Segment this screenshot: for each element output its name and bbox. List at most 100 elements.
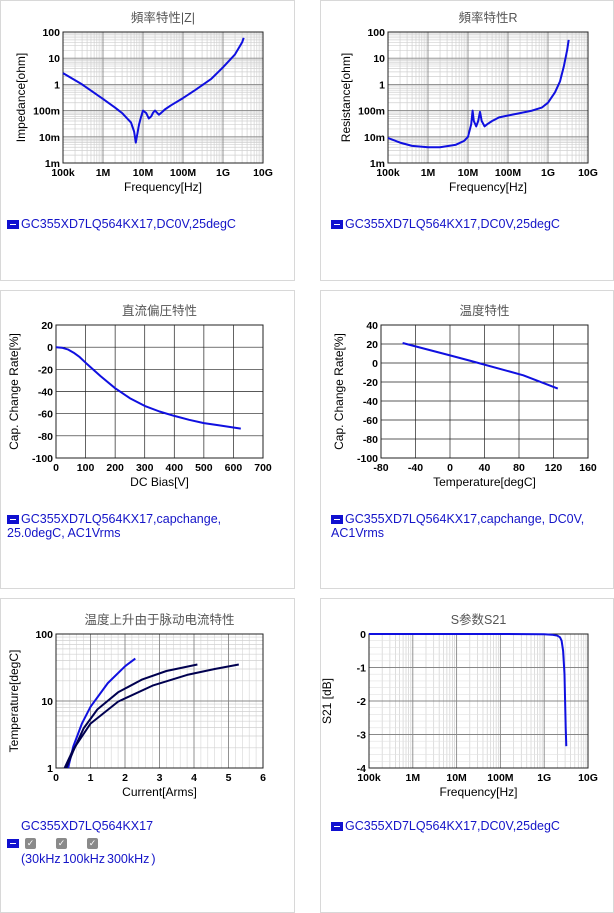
x-axis-label: DC Bias[V] [130,475,189,489]
y-axis-label: Cap. Change Rate[%] [332,333,346,450]
y-tick-label: -60 [363,415,378,427]
y-tick-label: -20 [363,377,378,389]
legend-resistance[interactable]: GC355XD7LQ564KX17,DC0V,25degC [331,217,560,231]
legend-marker-icon[interactable] [331,822,343,831]
plot-frame [387,31,589,164]
legend-marker-icon[interactable] [7,839,19,848]
chart-title: 頻率特性|Z| [131,10,195,25]
y-tick-label: 10m [364,132,385,144]
y-tick-label: 0 [360,629,366,641]
x-tick-label: 100k [357,772,381,784]
chart-title: 温度上升由于脉动电流特性 [84,612,234,627]
legend-marker-icon[interactable] [7,220,19,229]
x-tick-label: 120 [545,462,563,474]
x-tick-label: 160 [579,462,597,474]
chart-card-ripple-current: 温度上升由于脉动电流特性 0 1 2 3 4 5 6 1 10 100 Current[Arms] Te… [0,598,295,913]
legend-marker-icon[interactable] [7,515,19,524]
series-line-1 [62,37,245,144]
x-tick-label: -80 [373,462,388,474]
y-tick-label: -1 [357,663,366,675]
x-tick-label: 2 [122,772,128,784]
legend-marker-icon[interactable] [331,515,343,524]
x-tick-label: 6 [260,772,266,784]
x-tick-label: 10G [578,772,598,784]
x-tick-label: 0 [53,772,59,784]
x-axis-label: Frequency[Hz] [439,785,517,799]
plot-frame [62,31,264,164]
series-line-1 [369,633,568,747]
x-tick-label: 100k [51,167,75,179]
x-tick-label: 100M [170,167,197,179]
legend-text: GC355XD7LQ564KX17,DC0V,25degC [21,217,236,231]
y-tick-label: 40 [366,320,378,332]
x-tick-label: 1M [406,772,421,784]
freq-label-300khz: 300kHz [107,852,150,866]
y-tick-label: -100 [357,453,378,465]
y-tick-label: -3 [357,730,366,742]
y-tick-label: -60 [38,409,53,421]
y-tick-label: 10 [373,53,385,65]
y-tick-label: 10m [39,132,60,144]
series-line-1 [67,657,136,769]
y-tick-label: 100m [358,106,385,118]
legend-dc-bias[interactable]: GC355XD7LQ564KX17,capchange, 25.0degC, A… [7,512,221,540]
y-tick-label: 10 [48,53,60,65]
temperature-chart: 温度特性-80 -40 0 40 80 120 160-100-80-60-40-20020… [332,303,597,489]
x-tick-label: 1M [421,167,436,179]
y-tick-label: 1m [370,158,385,170]
freq-label-30khz: 30kHz [25,852,61,866]
y-tick-label: 1 [379,79,385,91]
x-tick-label: 10M [446,772,467,784]
x-tick-label: 1G [537,772,551,784]
y-tick-label: 0 [47,342,53,354]
y-tick-label: 0 [372,358,378,370]
x-tick-label: 300 [136,462,154,474]
legend-ripple-current: GC355XD7LQ564KX17 [21,819,153,833]
frequency-checkboxes: ✓ ✓ ✓ [25,835,118,849]
series-line-1 [55,346,241,430]
x-tick-label: 100 [77,462,95,474]
legend-impedance[interactable]: GC355XD7LQ564KX17,DC0V,25degC [7,217,236,231]
legend-text: GC355XD7LQ564KX17,capchange, DC0V, AC1Vr… [331,512,585,540]
x-axis-label: Frequency[Hz] [124,180,202,194]
s21-chart: S参数S21 100k 1M 10M 100M 1G 10G -4 -3 -2 -1 0 Frequen… [321,612,598,799]
legend-temperature[interactable]: GC355XD7LQ564KX17,capchange, DC0V, AC1Vr… [331,512,584,540]
chart-card-temperature: 温度特性 -80 -40 0 40 80 120 160 -100 -80 -60 -40 -20 0 20… [320,290,614,589]
checkbox-30khz[interactable]: ✓ [25,838,36,849]
y-axis-label: S21 [dB] [321,678,334,724]
y-tick-label: 100 [42,27,60,39]
freq-label-100khz: 100kHz [62,852,105,866]
series-line-3 [63,663,239,769]
checkbox-100khz[interactable]: ✓ [56,838,67,849]
y-tick-label: 10 [41,696,53,708]
chart-title: 温度特性 [459,303,509,318]
y-tick-label: 100 [35,629,53,641]
legend-s21[interactable]: GC355XD7LQ564KX17,DC0V,25degC [331,819,560,833]
impedance-chart: 頻率特性|Z| 100k 1M 10M 100M 1G 10G 1m 10m 100m 1 10 100… [14,10,273,194]
y-tick-label: -20 [38,364,53,376]
x-tick-label: 3 [157,772,163,784]
chart-card-dc-bias: 直流偏圧特性 0 100 200 300 400 500 600 700 -100 -80 -60 -4… [0,290,295,589]
y-tick-label: -4 [357,763,366,775]
x-tick-label: 700 [254,462,272,474]
x-axis-label: Frequency[Hz] [449,180,527,194]
x-tick-label: 10G [253,167,273,179]
resistance-chart: 頻率特性R 100k 1M 10M 100M 1G 10G 1m 10m 100m 1 10 100 Fr… [339,10,598,194]
legend-toggle[interactable] [7,836,21,850]
y-axis-label: Temperature[degC] [7,650,21,753]
x-tick-label: 100k [376,167,400,179]
x-tick-label: 0 [447,462,453,474]
y-axis-label: Cap. Change Rate[%] [7,333,21,450]
x-tick-label: 80 [513,462,525,474]
y-tick-label: -80 [38,431,53,443]
y-tick-label: 20 [41,320,53,332]
y-tick-label: -100 [32,453,53,465]
checkbox-300khz[interactable]: ✓ [87,838,98,849]
y-tick-label: 1 [47,763,53,775]
plot-frame [55,324,264,459]
x-tick-label: 10M [458,167,479,179]
legend-marker-icon[interactable] [331,220,343,229]
legend-text: GC355XD7LQ564KX17,capchange, 25.0degC, A… [7,512,222,540]
x-tick-label: 1M [96,167,111,179]
